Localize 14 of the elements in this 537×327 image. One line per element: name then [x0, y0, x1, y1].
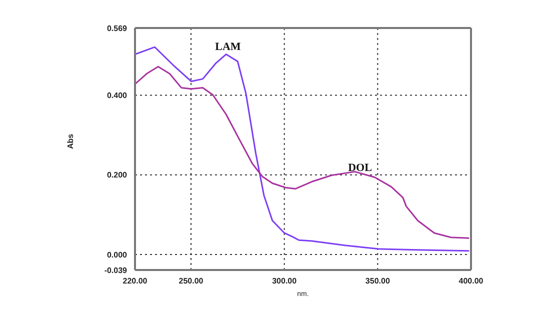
x-tick-label: 300.00 [272, 276, 298, 286]
x-tick-label: 220.00 [122, 276, 148, 286]
line-series [135, 66, 470, 239]
x-tick-label: 350.00 [365, 276, 390, 286]
x-tick-label: 400.00 [458, 276, 484, 286]
y-tick-label: 0.200 [106, 170, 128, 180]
y-tick-label: 0.569 [106, 24, 128, 33]
x-tick-label: 250.00 [178, 276, 204, 286]
y-tick-label: 0.000 [106, 250, 128, 260]
annotation: DOL [348, 162, 372, 174]
annotation: LAM [215, 41, 242, 53]
y-tick-label: 0.400 [106, 91, 128, 100]
y-axis-title: Abs [66, 133, 75, 149]
y-tick-label: -0.039 [104, 266, 128, 275]
